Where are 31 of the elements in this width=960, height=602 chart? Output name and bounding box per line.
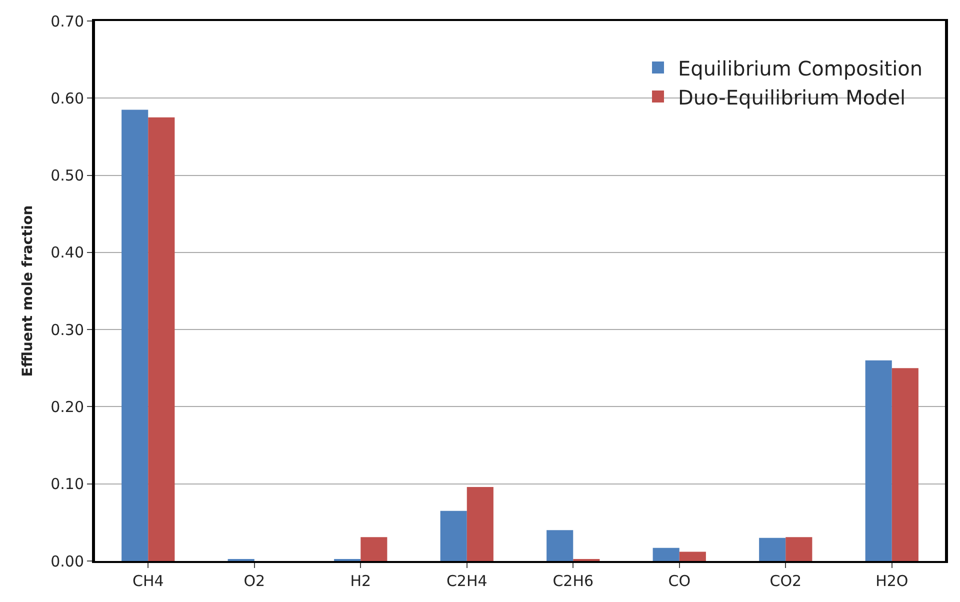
bar [865, 360, 892, 561]
x-tick-label: CO [668, 572, 691, 590]
y-tick-label: 0.50 [50, 166, 84, 185]
bar [546, 530, 574, 561]
x-tick-label: O2 [244, 572, 266, 590]
bar [148, 117, 175, 561]
x-tick-label: H2 [350, 572, 372, 590]
bar [122, 110, 148, 561]
y-tick-label: 0.30 [50, 320, 84, 339]
y-tick-label: 0.40 [50, 244, 84, 262]
bar [466, 486, 494, 561]
x-tick-label: C2H4 [446, 572, 488, 590]
y-tick-label: 0.20 [50, 398, 84, 416]
x-tick-label: CO2 [770, 572, 802, 590]
bar [892, 368, 918, 561]
y-axis-title: Effluent mole fraction [20, 205, 36, 377]
bar [440, 510, 467, 561]
y-tick-label: 0.10 [50, 475, 84, 494]
bar [759, 538, 786, 561]
legend-label: Equilibrium Composition [678, 56, 923, 80]
bar [652, 548, 680, 561]
x-tick-label: C2H6 [552, 572, 594, 590]
y-tick-label: 0.00 [50, 552, 84, 570]
x-tick-label: CH4 [132, 572, 164, 590]
legend-label: Duo-Equilibrium Model [678, 85, 906, 110]
x-tick-label: H2O [876, 572, 908, 590]
y-tick-label: 0.70 [50, 12, 84, 30]
bar [786, 537, 812, 561]
bar [360, 537, 388, 561]
y-tick-label: 0.60 [50, 89, 84, 108]
bar [679, 552, 706, 561]
